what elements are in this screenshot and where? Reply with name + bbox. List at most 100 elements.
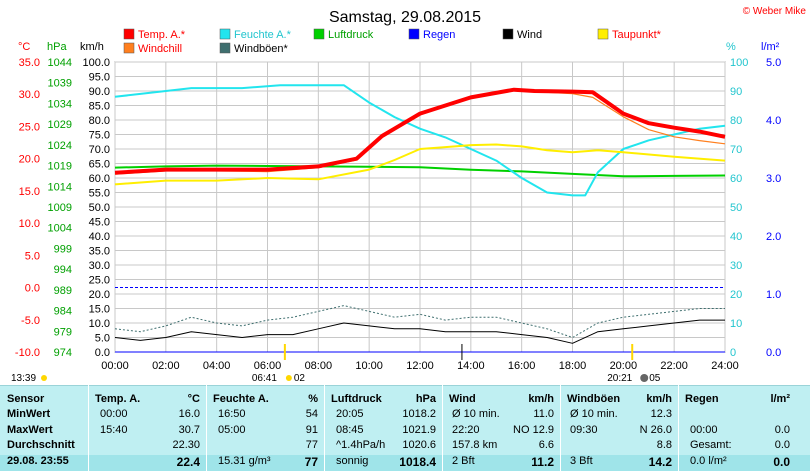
time-tick-label: 04:00 [203, 360, 231, 372]
humidity-tick-label: 0 [730, 347, 736, 359]
table-cell: 30.7 [178, 423, 200, 436]
rain-tick-label: 3.0 [766, 173, 781, 185]
legend-entry: Luftdruck [313, 28, 374, 41]
temp-axis-unit: °C [18, 41, 30, 53]
series-line-temp-a [114, 87, 726, 175]
sun-markers: 06:41 02 20:21 05 13:39 [11, 344, 661, 384]
table-cell: 22:20 [452, 423, 480, 436]
chart-grid [114, 61, 726, 353]
wind-tick-label: 0.0 [95, 347, 110, 359]
table-cell: Gesamt: [690, 439, 732, 451]
wind-tick-label: 40.0 [89, 231, 110, 243]
humidity-tick-label: 30 [730, 260, 742, 272]
table-cell: 16.0 [178, 408, 200, 420]
header-temp: Temp. A. [95, 393, 141, 405]
series-line-windb-en [114, 305, 725, 338]
pressure-tick-label: 1044 [48, 57, 72, 69]
pressure-tick-label: 1034 [48, 98, 72, 110]
current-row-background [0, 455, 810, 471]
humidity-tick-label: 80 [730, 115, 742, 127]
table-cell: 0.0 [773, 454, 790, 469]
legend-label: Temp. A.* [138, 29, 186, 41]
wind-tick-label: 75.0 [89, 130, 110, 142]
pressure-tick-label: 984 [54, 306, 72, 318]
table-cell: 1018.2 [402, 408, 436, 420]
wind-tick-label: 90.0 [89, 86, 110, 98]
table-cell: 08:45 [336, 423, 364, 436]
series-line-luftdruck [114, 164, 726, 178]
legend-swatch [219, 42, 231, 54]
time-tick-label: 18:00 [559, 360, 587, 372]
table-cell: ^1.4hPa/h [336, 439, 386, 451]
legend-label: Windböen* [234, 43, 289, 55]
wind-tick-label: 20.0 [89, 289, 110, 301]
table-cell: 91 [305, 423, 318, 436]
rain-tick-label: 5.0 [766, 57, 781, 69]
wind-tick-label: 30.0 [89, 260, 110, 272]
legend-swatch [219, 28, 231, 40]
pressure-tick-label: 999 [54, 243, 72, 255]
temp-tick-label: 25.0 [19, 121, 40, 133]
temp-tick-label: 0.0 [25, 283, 40, 295]
temp-tick-label: -10.0 [15, 347, 40, 359]
time-tick-label: 10:00 [355, 360, 383, 372]
table-cell: 14.2 [648, 454, 672, 469]
header-temp-unit: °C [187, 393, 200, 405]
legend-entry: Taupunkt* [597, 28, 662, 41]
rain-tick-label: 2.0 [766, 231, 781, 243]
wind-tick-label: 25.0 [89, 275, 110, 287]
temp-tick-label: 5.0 [25, 250, 40, 262]
table-cell: Ø 10 min. [452, 408, 500, 420]
table-cell: Ø 10 min. [570, 408, 618, 420]
legend-entry: Wind [502, 28, 542, 41]
legend-label: Feuchte A.* [234, 29, 292, 41]
series-line-feuchte-a [114, 84, 726, 197]
table-cell: 22.4 [176, 454, 200, 469]
table-cell: 00:00 [690, 423, 718, 436]
time-tick-label: 14:00 [457, 360, 485, 372]
table-cell: 15:40 [100, 423, 128, 436]
copyright-label: © Weber Mike [743, 6, 807, 17]
pressure-tick-label: 1029 [48, 119, 72, 131]
wind-tick-label: 95.0 [89, 72, 110, 84]
pressure-axis-unit: hPa [47, 41, 67, 53]
table-cell: 6.6 [538, 439, 554, 451]
humidity-tick-label: 60 [730, 173, 742, 185]
time-tick-label: 00:00 [101, 360, 129, 372]
table-cell: 0.0 [774, 423, 790, 436]
wind-tick-label: 65.0 [89, 159, 110, 171]
rain-tick-label: 0.0 [766, 347, 781, 359]
legend-label: Regen [423, 29, 455, 41]
humidity-tick-label: 50 [730, 202, 742, 214]
header-sensor: Sensor [7, 393, 45, 405]
table-cell: NO 12.9 [513, 423, 554, 436]
temp-tick-label: 15.0 [19, 186, 40, 198]
time-tick-label: 22:00 [660, 360, 688, 372]
chart-series [114, 84, 726, 353]
table-cell: 00:00 [100, 408, 128, 420]
sunset-tag: 05 [649, 373, 661, 384]
wind-tick-label: 70.0 [89, 144, 110, 156]
time-tick-label: 12:00 [406, 360, 434, 372]
legend-label: Wind [517, 29, 542, 41]
temp-tick-label: 35.0 [19, 57, 40, 69]
wind-tick-label: 80.0 [89, 115, 110, 127]
wind-tick-label: 55.0 [89, 188, 110, 200]
table-cell: 8.8 [656, 439, 672, 451]
sunrise-time: 06:41 [252, 373, 277, 384]
wind-tick-label: 60.0 [89, 173, 110, 185]
humidity-tick-label: 90 [730, 86, 742, 98]
row-label: MaxWert [7, 423, 53, 436]
table-cell: 157.8 km [452, 439, 498, 451]
pressure-tick-label: 974 [54, 347, 72, 359]
legend-label: Windchill [138, 43, 182, 55]
row-label: Durchschnitt [7, 439, 75, 451]
pressure-tick-label: 1014 [48, 181, 72, 193]
table-cell: 3 Bft [570, 454, 593, 467]
temp-tick-label: -5.0 [21, 315, 40, 327]
table-cell: 54 [305, 408, 318, 420]
sunrise-icon [285, 375, 292, 381]
table-cell: 0.0 [774, 439, 790, 451]
legend-swatch [123, 42, 135, 54]
humidity-tick-label: 10 [730, 318, 742, 330]
